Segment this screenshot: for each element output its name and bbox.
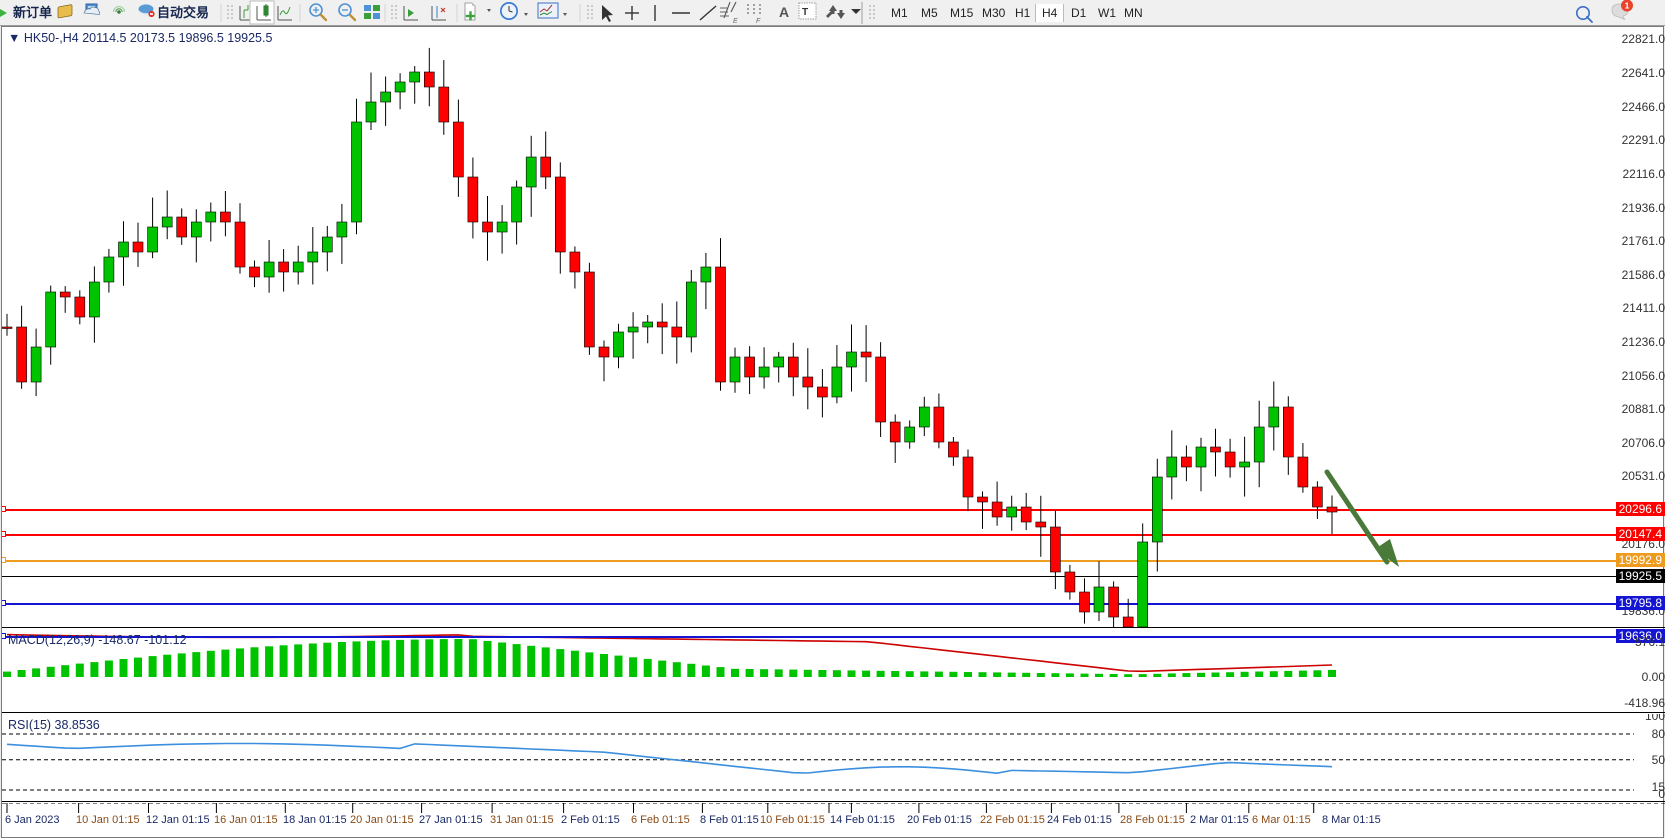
svg-text:1: 1	[1625, 1, 1630, 11]
